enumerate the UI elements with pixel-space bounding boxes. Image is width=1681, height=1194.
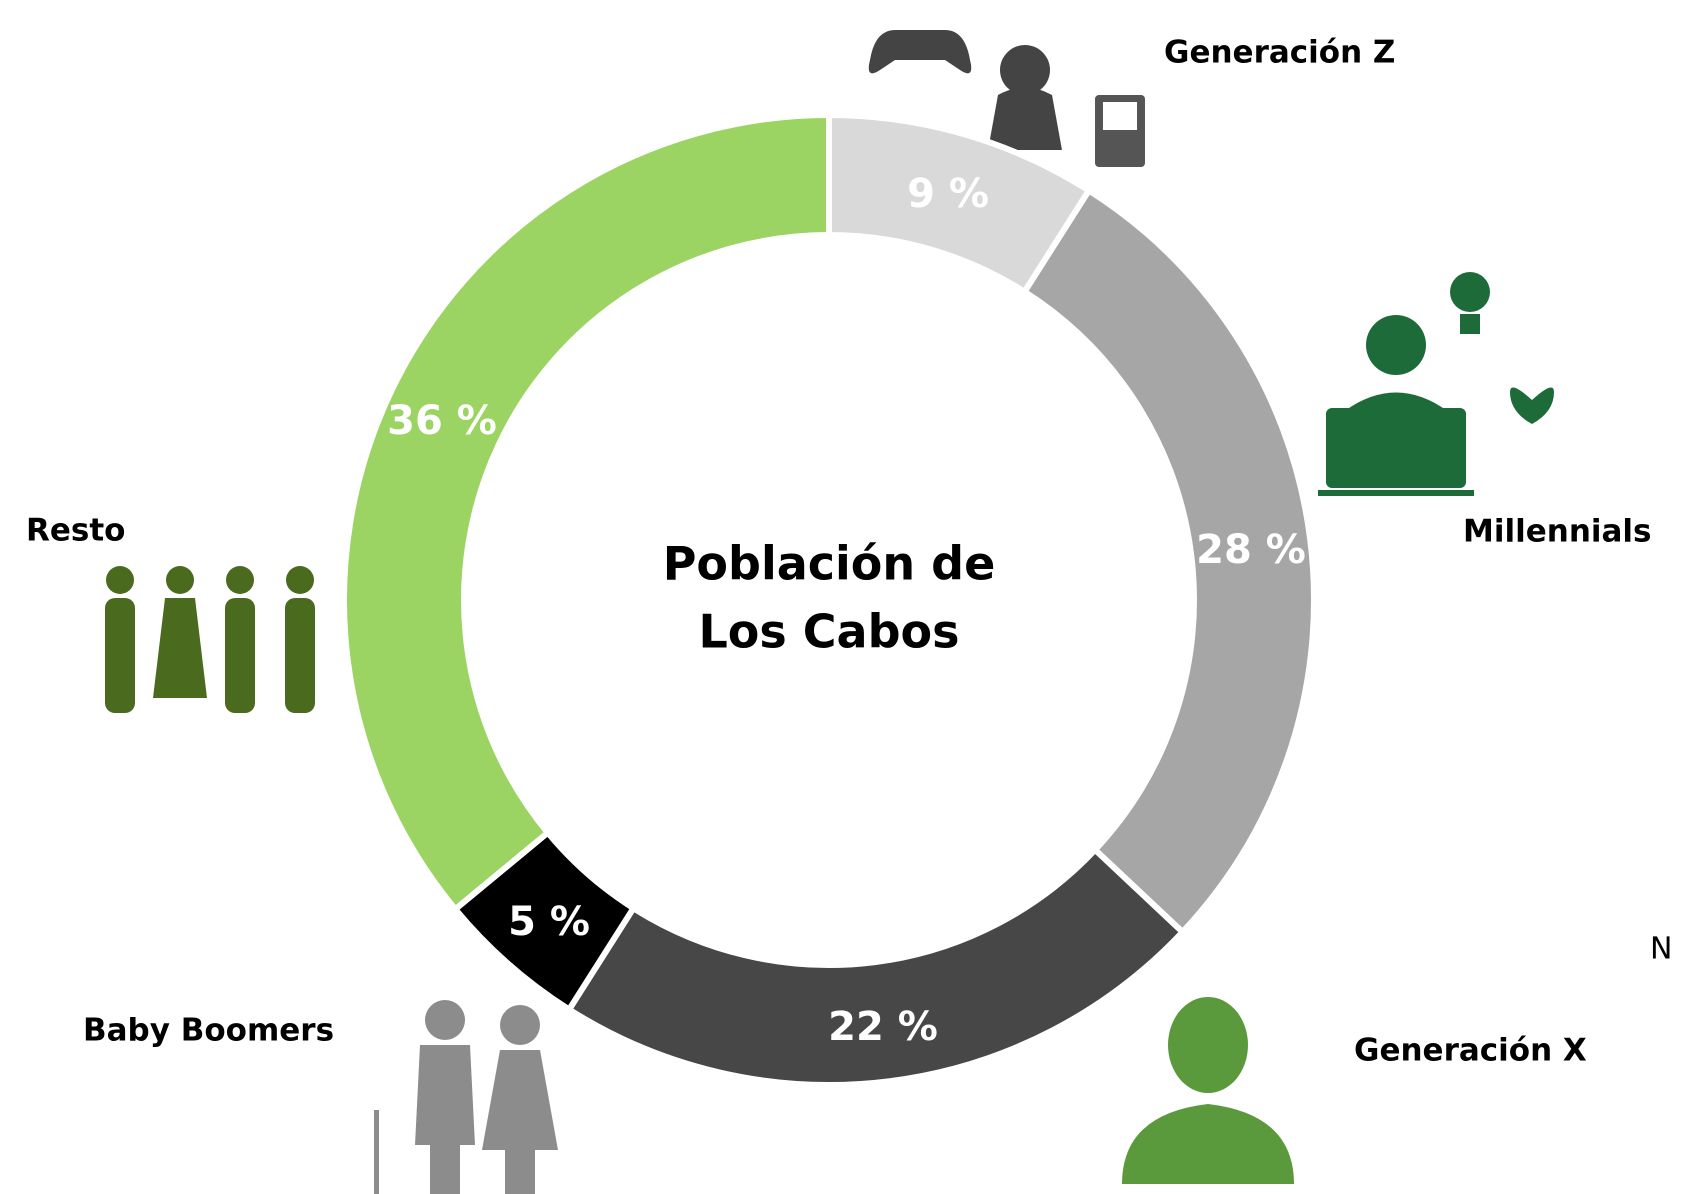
- icon-resto: [105, 566, 315, 713]
- icon-millennial: [1318, 272, 1554, 496]
- category-label: Generación X: [1354, 1033, 1587, 1069]
- center-title: Población de: [663, 537, 996, 591]
- category-label: Generación Z: [1164, 35, 1395, 71]
- value-label: 36 %: [387, 398, 497, 444]
- category-label: Resto: [26, 513, 125, 549]
- icon-boomers: [374, 1000, 558, 1194]
- category-label: Baby Boomers: [83, 1013, 334, 1049]
- value-label: 9 %: [907, 171, 989, 217]
- icon-gamer: [868, 30, 1145, 167]
- donut-segment: [341, 111, 832, 914]
- value-label: 22 %: [828, 1004, 938, 1050]
- donut-segment: [564, 845, 1187, 1088]
- annotation: N: [1650, 932, 1672, 967]
- value-label: 28 %: [1196, 527, 1306, 573]
- icon-genx: [1122, 997, 1294, 1184]
- donut-segment: [1020, 186, 1317, 937]
- category-label: Millennials: [1463, 514, 1652, 550]
- value-label: 5 %: [508, 899, 590, 945]
- center-title: Los Cabos: [698, 605, 959, 659]
